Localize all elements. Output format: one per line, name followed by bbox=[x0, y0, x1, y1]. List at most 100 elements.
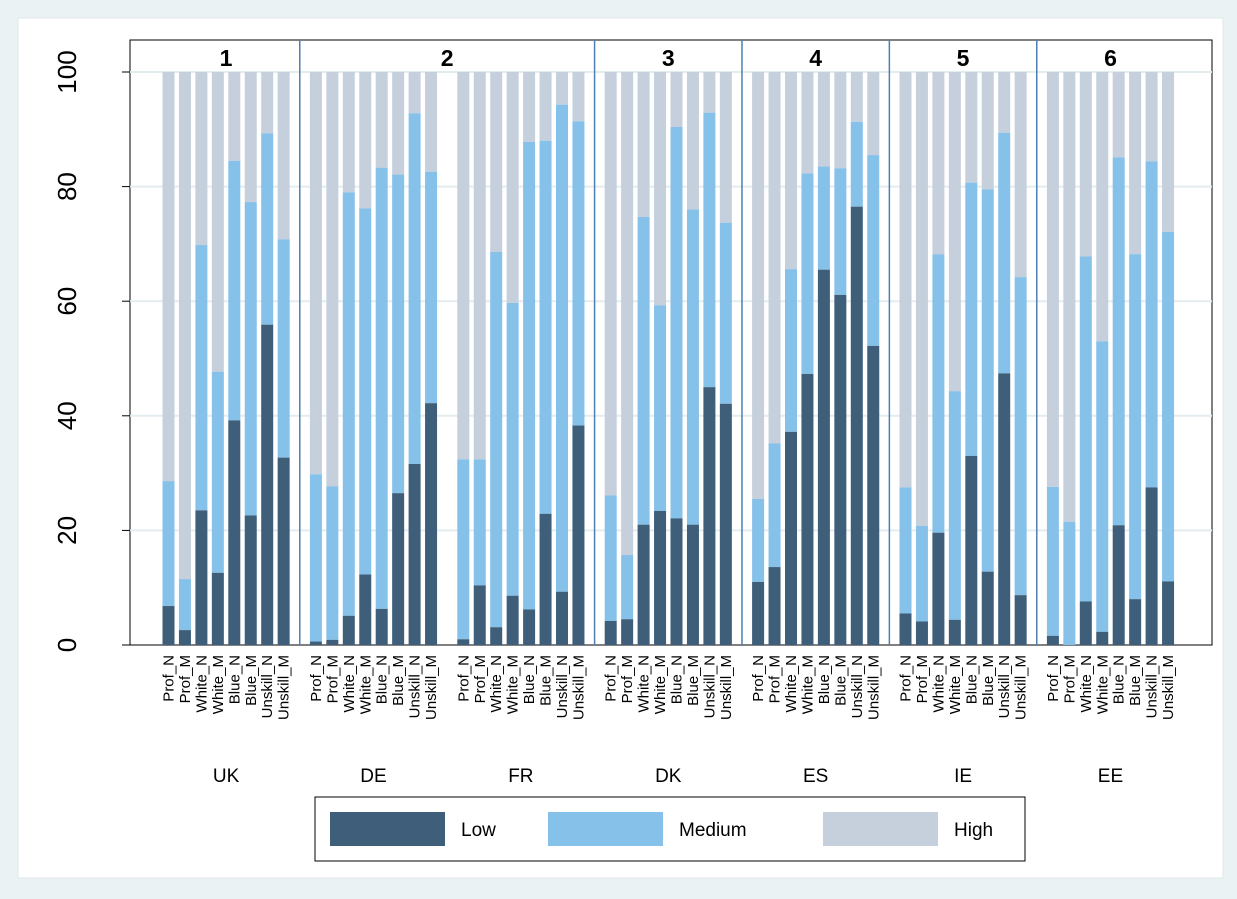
x-tick-label: White_M bbox=[505, 655, 522, 714]
bar-medium bbox=[162, 481, 175, 607]
bar-low bbox=[915, 621, 928, 645]
bar-low bbox=[1162, 581, 1175, 645]
bar-high bbox=[899, 72, 912, 488]
bar-medium bbox=[915, 525, 928, 622]
y-tick-label: 60 bbox=[52, 287, 82, 316]
x-tick-label: Unskill_M bbox=[423, 655, 440, 720]
bar-medium bbox=[768, 443, 781, 568]
x-tick-label: White_N bbox=[1078, 655, 1095, 713]
x-tick-label: Prof_M bbox=[767, 655, 784, 703]
bar-medium bbox=[457, 459, 470, 640]
x-tick-label: Blue_M bbox=[980, 655, 997, 706]
bar-low bbox=[621, 619, 634, 645]
bar-high bbox=[670, 72, 683, 128]
bar-medium bbox=[604, 495, 617, 621]
group-number: 4 bbox=[809, 45, 822, 71]
bar-medium bbox=[228, 160, 241, 421]
bar-low bbox=[817, 269, 830, 645]
country-label: DK bbox=[655, 766, 682, 787]
x-tick-label: Blue_N bbox=[963, 655, 980, 704]
country-label: UK bbox=[213, 766, 240, 787]
bar-medium bbox=[359, 208, 372, 575]
bar-high bbox=[228, 72, 241, 161]
x-tick-label: Blue_M bbox=[685, 655, 702, 706]
bar-high bbox=[490, 72, 503, 252]
bar-high bbox=[326, 72, 339, 487]
country-label: DE bbox=[360, 766, 386, 787]
x-tick-label: Prof_M bbox=[914, 655, 931, 703]
bar-high bbox=[523, 72, 536, 142]
bar-low bbox=[277, 457, 290, 645]
bar-low bbox=[948, 619, 961, 645]
x-tick-label: Prof_N bbox=[898, 655, 915, 702]
bar-medium bbox=[834, 168, 847, 295]
bar-medium bbox=[277, 239, 290, 458]
bar-low bbox=[473, 585, 486, 645]
legend-key bbox=[330, 812, 445, 846]
bar-high bbox=[1046, 72, 1059, 487]
country-label: EE bbox=[1098, 766, 1123, 787]
bar-medium bbox=[752, 498, 765, 582]
bar-high bbox=[703, 72, 716, 113]
bar-medium bbox=[556, 104, 568, 592]
bar-high bbox=[752, 72, 765, 499]
bar-medium bbox=[408, 113, 421, 464]
bar-high bbox=[932, 72, 945, 255]
bar-high bbox=[604, 72, 617, 496]
x-tick-label: Unskill_N bbox=[1144, 655, 1161, 718]
bar-low bbox=[604, 620, 617, 645]
x-tick-label: White_N bbox=[193, 655, 210, 713]
bar-high bbox=[801, 72, 814, 174]
x-tick-label: Unskill_N bbox=[849, 655, 866, 718]
bar-low bbox=[703, 387, 716, 645]
bar-medium bbox=[637, 216, 650, 525]
bar-high bbox=[473, 72, 486, 460]
bar-low bbox=[375, 608, 388, 645]
x-tick-label: White_M bbox=[652, 655, 669, 714]
x-tick-label: Prof_M bbox=[1061, 655, 1078, 703]
x-tick-label: Prof_N bbox=[750, 655, 767, 702]
bar-low bbox=[654, 510, 667, 645]
x-tick-label: Unskill_M bbox=[1160, 655, 1177, 720]
bar-high bbox=[195, 72, 208, 246]
x-tick-label: Unskill_M bbox=[865, 655, 882, 720]
bar-medium bbox=[1129, 254, 1142, 600]
bar-low bbox=[785, 431, 797, 645]
bar-medium bbox=[1112, 157, 1125, 526]
x-tick-label: Unskill_N bbox=[554, 655, 571, 718]
bar-medium bbox=[1063, 521, 1076, 645]
y-tick-label: 100 bbox=[52, 50, 82, 93]
bar-low bbox=[752, 581, 765, 645]
bar-high bbox=[1162, 72, 1175, 232]
bar-high bbox=[637, 72, 650, 217]
bar-medium bbox=[703, 112, 716, 388]
bar-high bbox=[408, 72, 421, 114]
bar-low bbox=[342, 615, 355, 645]
bar-low bbox=[834, 294, 847, 645]
bar-low bbox=[768, 567, 781, 645]
bar-high bbox=[162, 72, 175, 482]
bar-medium bbox=[1014, 277, 1027, 596]
bar-low bbox=[637, 524, 650, 645]
bar-high bbox=[850, 72, 863, 122]
bar-medium bbox=[1162, 231, 1175, 582]
x-tick-label: Prof_N bbox=[308, 655, 325, 702]
bar-medium bbox=[392, 174, 405, 494]
bar-low bbox=[572, 425, 585, 645]
bar-medium bbox=[981, 189, 994, 572]
bar-high bbox=[1079, 72, 1092, 257]
bar-high bbox=[556, 72, 568, 105]
bar-low bbox=[670, 518, 683, 645]
bar-low bbox=[309, 641, 322, 645]
x-tick-label: Unskill_N bbox=[701, 655, 718, 718]
x-tick-label: Unskill_N bbox=[259, 655, 276, 718]
bar-low bbox=[244, 515, 257, 645]
bar-high bbox=[915, 72, 928, 526]
x-tick-label: Unskill_M bbox=[276, 655, 293, 720]
x-tick-label: Unskill_M bbox=[570, 655, 587, 720]
bar-high bbox=[948, 72, 961, 392]
bar-low bbox=[1046, 635, 1059, 645]
bar-medium bbox=[965, 182, 978, 456]
